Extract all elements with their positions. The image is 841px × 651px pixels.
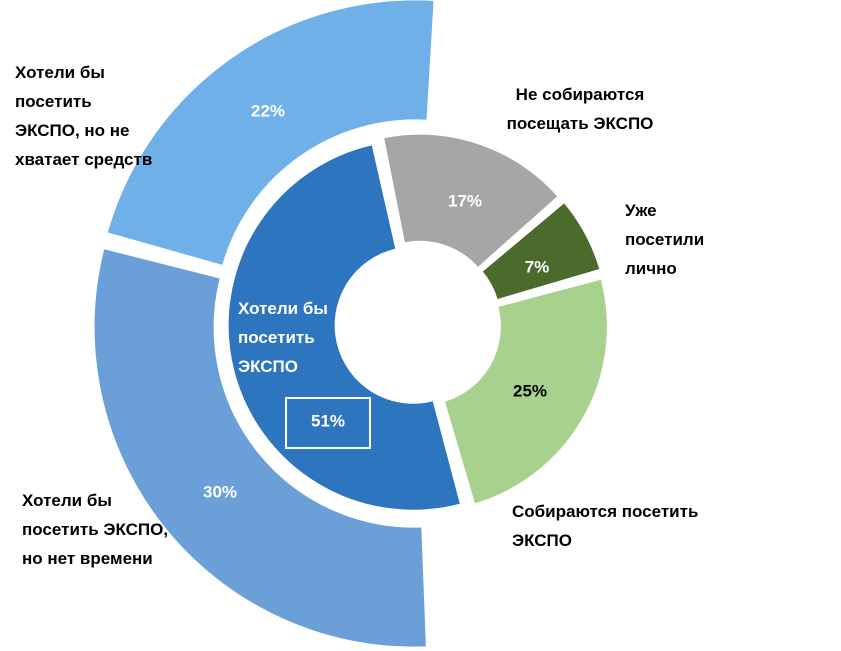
donut-slice [383,133,559,269]
value-label: 17% [448,191,482,210]
donut-slice [106,0,435,267]
category-label: Не собираются посещать ЭКСПО [506,85,654,133]
donut-slice [481,202,601,301]
category-label: Собираются посетить ЭКСПО [512,502,699,550]
category-label: Уже посетили лично [625,201,705,278]
value-label: 22% [251,101,285,120]
value-label: 51% [311,411,345,430]
label-box [285,397,371,449]
category-label: Хотели бы посетить ЭКСПО [238,299,328,376]
value-label: 30% [203,482,237,501]
donut-slice [93,248,427,648]
category-label: Хотели бы посетить ЭКСПО, но не хватает … [15,63,153,169]
value-label: 25% [513,381,547,400]
donut-slice [443,278,608,505]
value-label: 7% [525,257,550,276]
category-label: Хотели бы посетить ЭКСПО, но нет времени [22,491,169,568]
